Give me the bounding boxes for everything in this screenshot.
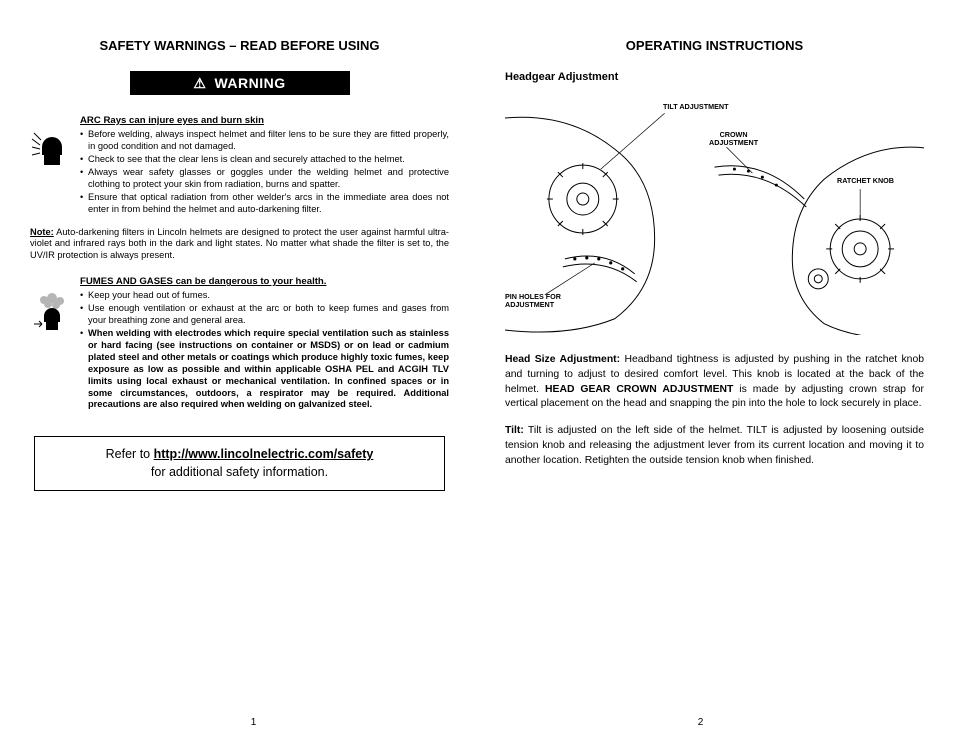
fumes-block: FUMES AND GASES can be dangerous to your… [30,276,449,412]
tilt-body: Tilt is adjusted on the left side of the… [505,425,924,466]
fumes-body: FUMES AND GASES can be dangerous to your… [80,276,449,412]
fumes-bullet: Keep your head out of fumes. [88,290,449,302]
fumes-bullet: Use enough ventilation or exhaust at the… [88,303,449,327]
arc-bullet: Always wear safety glasses or goggles un… [88,167,449,191]
page-spread: SAFETY WARNINGS – READ BEFORE USING ⚠ WA… [0,0,954,742]
refer-suffix: for additional safety information. [151,465,328,479]
headgear-subheading: Headgear Adjustment [505,71,924,83]
label-crown: CROWNADJUSTMENT [709,131,758,147]
left-page: SAFETY WARNINGS – READ BEFORE USING ⚠ WA… [30,38,477,722]
arc-rays-icon [30,115,74,217]
arc-body: ARC Rays can injure eyes and burn skin •… [80,115,449,217]
page-number-left: 1 [251,717,257,728]
refer-url: http://www.lincolnelectric.com/safety [154,447,374,461]
label-tilt: TILT ADJUSTMENT [663,103,728,111]
fumes-icon [30,276,74,412]
fumes-bold-bullet: When welding with electrodes which requi… [88,328,449,411]
note-paragraph: Note: Auto-darkening filters in Lincoln … [30,227,449,263]
tilt-lead: Tilt: [505,425,524,436]
right-page: OPERATING INSTRUCTIONS Headgear Adjustme… [477,38,924,722]
head-size-paragraph: Head Size Adjustment: Headband tightness… [505,353,924,412]
warning-banner: ⚠ WARNING [130,71,350,95]
fumes-title: FUMES AND GASES can be dangerous to your… [80,276,449,288]
page-number-right: 2 [698,717,704,728]
arc-block: ARC Rays can injure eyes and burn skin •… [30,115,449,217]
tilt-paragraph: Tilt: Tilt is adjusted on the left side … [505,424,924,468]
label-ratchet: RATCHET KNOB [837,177,894,185]
arc-title: ARC Rays can injure eyes and burn skin [80,115,449,127]
label-pinholes: PIN HOLES FORADJUSTMENT [505,293,561,309]
note-body: Auto-darkening filters in Lincoln helmet… [30,227,449,261]
warning-triangle-icon: ⚠ [193,75,206,92]
arc-bullet: Ensure that optical radiation from other… [88,192,449,216]
refer-box: Refer to http://www.lincolnelectric.com/… [34,436,445,490]
refer-prefix: Refer to [106,447,154,461]
headgear-diagram: TILT ADJUSTMENT CROWNADJUSTMENT RATCHET … [505,89,924,335]
arc-bullet: Before welding, always inspect helmet an… [88,129,449,153]
right-heading: OPERATING INSTRUCTIONS [505,38,924,53]
warning-label: WARNING [214,75,285,91]
head-size-lead: Head Size Adjustment: [505,354,620,365]
crown-adj-bold: HEAD GEAR CROWN ADJUSTMENT [545,384,733,395]
left-heading: SAFETY WARNINGS – READ BEFORE USING [30,38,449,53]
note-label: Note: [30,227,54,237]
arc-bullet: Check to see that the clear lens is clea… [88,154,449,166]
